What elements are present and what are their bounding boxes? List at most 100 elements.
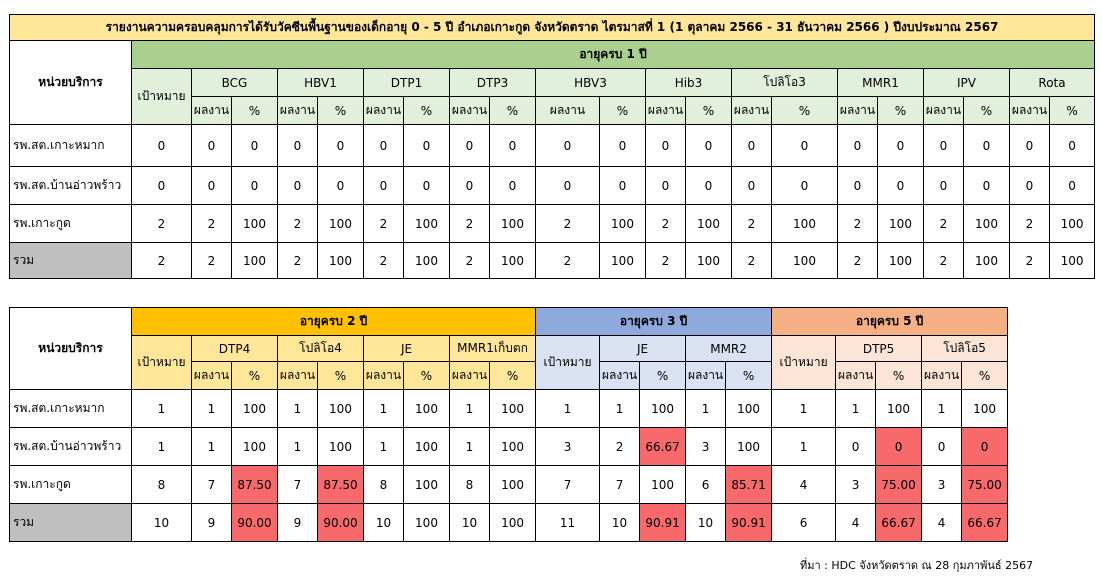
vaccine-header: DTP5 <box>835 335 923 362</box>
percent-subheader: % <box>599 96 646 125</box>
result-value: 1 <box>191 389 232 428</box>
result-value: 0 <box>277 166 318 205</box>
result-value: 3 <box>685 427 727 466</box>
percent-value: 0 <box>231 166 278 205</box>
result-subheader: ผลงาน <box>685 361 727 390</box>
table-row: รวม 2 2 100 2 100 2 100 2 100 2 100 2 100 2 100 2 100 2 100… <box>9 242 1096 279</box>
percent-subheader: % <box>403 361 450 390</box>
result-value: 2 <box>599 427 641 466</box>
percent-subheader: % <box>317 96 364 125</box>
result-value: 0 <box>1009 124 1050 167</box>
percent-subheader: % <box>961 361 1009 390</box>
percent-value: 100 <box>488 465 537 504</box>
percent-value-below-target: 90.00 <box>317 503 364 542</box>
table-row: รพ.เกาะกูด 2 2 100 2 100 2 100 2 100 2 100 2 100 2 100 2… <box>9 204 1096 243</box>
result-value: 2 <box>923 242 964 279</box>
percent-value: 100 <box>231 242 278 279</box>
percent-value: 100 <box>877 204 924 243</box>
target-value: 1 <box>535 389 601 428</box>
result-subheader: ผลงาน <box>363 96 404 125</box>
percent-value: 100 <box>639 465 687 504</box>
percent-subheader: % <box>231 361 278 390</box>
result-value: 8 <box>449 465 490 504</box>
percent-value: 100 <box>489 204 536 243</box>
table-row: รพ.สต.บ้านอ่าวพร้าว 0 0 0 0 0 0 0 0 0 0 0 0 0 0 0 0 0 0 0 0 0 <box>9 166 1096 205</box>
result-value: 1 <box>835 389 877 428</box>
result-value: 10 <box>599 503 641 542</box>
percent-value: 100 <box>725 427 773 466</box>
age-group-header: อายุครบ 1 ปี <box>130 40 1096 69</box>
result-subheader: ผลงาน <box>535 96 600 125</box>
result-value: 2 <box>731 204 772 243</box>
percent-value: 100 <box>317 242 364 279</box>
percent-value: 100 <box>685 242 732 279</box>
percent-subheader: % <box>403 96 450 125</box>
percent-subheader: % <box>489 96 536 125</box>
result-value: 8 <box>363 465 404 504</box>
percent-value-below-target: 90.91 <box>725 503 773 542</box>
percent-value: 0 <box>771 166 838 205</box>
result-value: 0 <box>835 427 877 466</box>
result-subheader: ผลงาน <box>1009 96 1050 125</box>
percent-value: 0 <box>489 124 536 167</box>
percent-value: 100 <box>963 242 1010 279</box>
result-value: 0 <box>363 166 404 205</box>
result-value: 2 <box>837 242 878 279</box>
vaccine-header: DTP4 <box>191 335 278 362</box>
result-value: 0 <box>449 166 490 205</box>
result-value: 7 <box>599 465 641 504</box>
percent-value-below-target: 87.50 <box>317 465 364 504</box>
percent-value-below-target: 75.00 <box>961 465 1009 504</box>
target-value: 0 <box>131 166 192 205</box>
vaccine-header: JE <box>599 335 687 362</box>
target-header: เป้าหมาย <box>131 68 192 125</box>
percent-value: 100 <box>403 465 450 504</box>
age-group-header: อายุครบ 5 ปี <box>771 307 1009 336</box>
unit-name: รวม <box>9 503 132 542</box>
percent-value: 0 <box>403 166 450 205</box>
result-value: 2 <box>363 242 404 279</box>
result-value: 0 <box>191 166 232 205</box>
percent-subheader: % <box>963 96 1010 125</box>
percent-value: 100 <box>1048 242 1096 279</box>
percent-value: 100 <box>231 204 278 243</box>
result-value: 6 <box>685 465 727 504</box>
data-source-note: ที่มา : HDC จังหวัดตราด ณ 28 กุมภาพันธ์ … <box>800 559 1034 572</box>
result-value: 2 <box>535 242 600 279</box>
percent-value: 100 <box>877 242 924 279</box>
percent-subheader: % <box>875 361 923 390</box>
percent-subheader: % <box>1048 96 1096 125</box>
result-value: 7 <box>191 465 232 504</box>
table-row: รพ.เกาะกูด 8 7 87.50 7 87.50 8 100 8 100 7 7 100 6 85.… <box>9 465 1009 504</box>
result-value: 2 <box>1009 242 1050 279</box>
result-value: 1 <box>599 389 641 428</box>
percent-value: 100 <box>771 242 838 279</box>
result-value: 2 <box>1009 204 1050 243</box>
percent-subheader: % <box>639 361 687 390</box>
result-value: 0 <box>535 124 600 167</box>
unit-name: รวม <box>9 242 132 279</box>
result-value: 9 <box>277 503 318 542</box>
percent-value: 0 <box>685 166 732 205</box>
percent-value-below-target: 66.67 <box>875 503 923 542</box>
percent-value: 0 <box>877 166 924 205</box>
result-subheader: ผลงาน <box>923 96 964 125</box>
unit-header: หน่วยบริการ <box>9 307 132 390</box>
percent-value: 100 <box>231 389 278 428</box>
result-value: 1 <box>685 389 727 428</box>
result-value: 1 <box>363 389 404 428</box>
percent-value: 100 <box>488 427 537 466</box>
result-value: 0 <box>837 166 878 205</box>
result-value: 0 <box>363 124 404 167</box>
result-value: 2 <box>191 242 232 279</box>
target-value: 7 <box>535 465 601 504</box>
result-value: 4 <box>921 503 963 542</box>
result-value: 10 <box>449 503 490 542</box>
result-value: 0 <box>837 124 878 167</box>
vaccine-header: JE <box>363 335 450 362</box>
result-value: 10 <box>363 503 404 542</box>
percent-value: 100 <box>231 427 278 466</box>
target-value: 6 <box>771 503 837 542</box>
unit-name: รพ.เกาะกูด <box>9 204 132 243</box>
target-value: 4 <box>771 465 837 504</box>
